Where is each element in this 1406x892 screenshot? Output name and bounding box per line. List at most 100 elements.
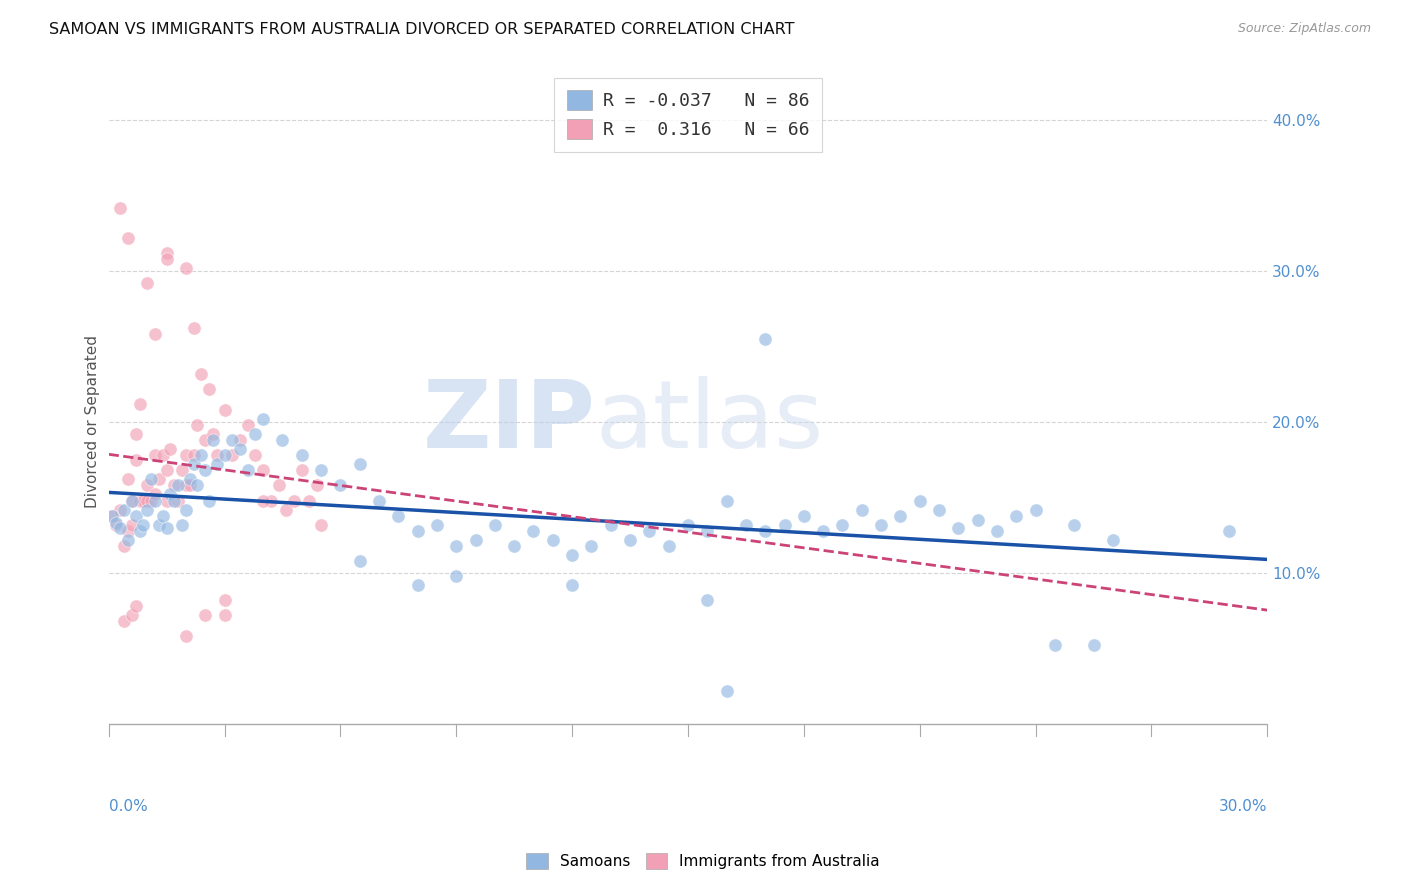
Point	[696, 593, 718, 607]
Point	[245, 427, 267, 442]
Point	[124, 599, 146, 614]
Point	[561, 548, 583, 562]
Point	[676, 517, 699, 532]
Point	[198, 382, 221, 396]
Point	[619, 533, 641, 547]
Point	[349, 554, 371, 568]
Point	[155, 252, 177, 266]
Point	[128, 493, 150, 508]
Point	[121, 517, 143, 532]
Point	[190, 367, 212, 381]
Point	[716, 493, 738, 508]
Point	[1025, 502, 1047, 516]
Point	[271, 433, 294, 447]
Point	[163, 493, 186, 508]
Point	[155, 521, 177, 535]
Point	[124, 508, 146, 523]
Point	[121, 493, 143, 508]
Point	[406, 524, 429, 538]
Point	[124, 452, 146, 467]
Point	[167, 493, 190, 508]
Point	[183, 321, 205, 335]
Point	[128, 397, 150, 411]
Point	[101, 508, 124, 523]
Text: 0.0%: 0.0%	[108, 799, 148, 814]
Point	[1083, 639, 1105, 653]
Point	[190, 448, 212, 462]
Point	[110, 502, 132, 516]
Point	[426, 517, 449, 532]
Point	[136, 478, 159, 492]
Legend: Samoans, Immigrants from Australia: Samoans, Immigrants from Australia	[520, 847, 886, 875]
Point	[245, 448, 267, 462]
Point	[329, 478, 352, 492]
Point	[1043, 639, 1066, 653]
Point	[159, 442, 181, 457]
Point	[194, 608, 217, 623]
Point	[112, 615, 135, 629]
Point	[174, 502, 197, 516]
Point	[716, 683, 738, 698]
Point	[599, 517, 621, 532]
Point	[735, 517, 758, 532]
Point	[928, 502, 950, 516]
Point	[179, 472, 201, 486]
Point	[143, 487, 166, 501]
Point	[101, 508, 124, 523]
Point	[811, 524, 834, 538]
Point	[183, 448, 205, 462]
Point	[174, 260, 197, 275]
Point	[152, 508, 174, 523]
Point	[561, 578, 583, 592]
Point	[117, 524, 139, 538]
Point	[754, 332, 776, 346]
Point	[128, 524, 150, 538]
Point	[221, 448, 243, 462]
Point	[214, 593, 236, 607]
Point	[121, 493, 143, 508]
Point	[117, 533, 139, 547]
Point	[948, 521, 970, 535]
Point	[148, 472, 170, 486]
Point	[198, 493, 221, 508]
Point	[143, 327, 166, 342]
Point	[541, 533, 564, 547]
Point	[638, 524, 661, 538]
Point	[1063, 517, 1085, 532]
Point	[214, 608, 236, 623]
Point	[658, 539, 681, 553]
Point	[183, 457, 205, 471]
Point	[214, 403, 236, 417]
Point	[174, 629, 197, 643]
Point	[110, 521, 132, 535]
Point	[112, 502, 135, 516]
Point	[136, 493, 159, 508]
Point	[1005, 508, 1028, 523]
Point	[179, 478, 201, 492]
Point	[143, 448, 166, 462]
Point	[831, 517, 853, 532]
Point	[163, 478, 186, 492]
Point	[696, 524, 718, 538]
Point	[793, 508, 815, 523]
Point	[110, 201, 132, 215]
Legend: R = -0.037   N = 86, R =  0.316   N = 66: R = -0.037 N = 86, R = 0.316 N = 66	[554, 78, 823, 152]
Point	[252, 412, 274, 426]
Point	[966, 513, 988, 527]
Point	[186, 478, 208, 492]
Point	[252, 463, 274, 477]
Point	[236, 463, 259, 477]
Point	[298, 493, 321, 508]
Point	[143, 493, 166, 508]
Point	[170, 517, 193, 532]
Point	[307, 478, 329, 492]
Point	[291, 463, 314, 477]
Point	[121, 608, 143, 623]
Point	[754, 524, 776, 538]
Point	[221, 433, 243, 447]
Point	[112, 539, 135, 553]
Point	[889, 508, 911, 523]
Point	[214, 448, 236, 462]
Text: Source: ZipAtlas.com: Source: ZipAtlas.com	[1237, 22, 1371, 36]
Point	[155, 463, 177, 477]
